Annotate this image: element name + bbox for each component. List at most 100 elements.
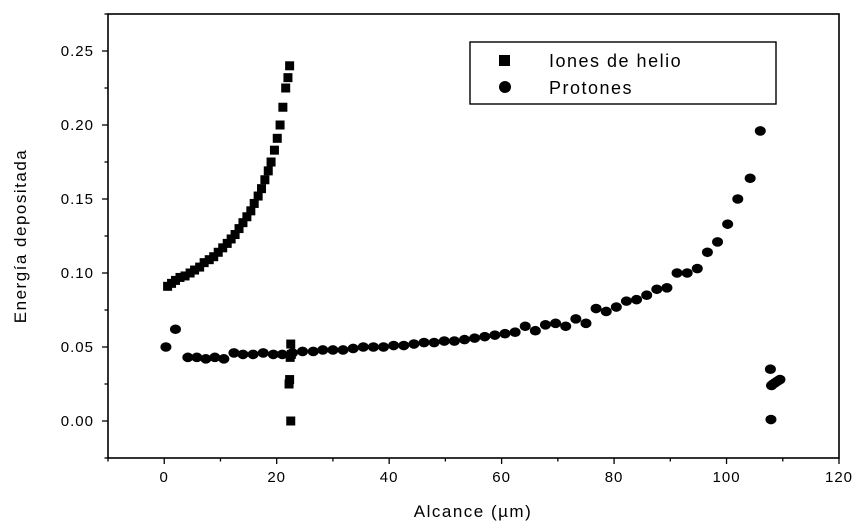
- data-point-helio: [285, 61, 295, 71]
- series-protones: [160, 126, 786, 425]
- data-point-helio: [260, 175, 270, 185]
- data-point-protones: [631, 294, 643, 305]
- x-tick-label: 100: [713, 469, 741, 486]
- x-tick-label: 20: [267, 469, 286, 486]
- data-point-protones: [408, 339, 420, 349]
- data-point-protones: [620, 296, 632, 306]
- data-point-helio: [284, 379, 294, 389]
- data-point-helio: [286, 416, 296, 426]
- data-point-protones: [661, 283, 673, 293]
- data-point-helio: [283, 73, 293, 83]
- data-point-protones: [317, 345, 329, 355]
- data-point-protones: [774, 374, 786, 385]
- data-point-protones: [550, 318, 562, 329]
- data-point-protones: [169, 324, 181, 335]
- data-point-helio: [275, 120, 285, 130]
- data-point-protones: [469, 333, 481, 343]
- data-point-protones: [191, 352, 203, 363]
- data-point-protones: [218, 354, 230, 364]
- y-axis-title: Energía depositada: [11, 149, 30, 323]
- data-point-protones: [722, 219, 734, 229]
- data-point-protones: [367, 342, 379, 352]
- data-point-protones: [681, 268, 693, 278]
- legend-marker-square: [499, 55, 510, 66]
- data-point-protones: [228, 348, 240, 358]
- data-point-protones: [237, 349, 249, 360]
- data-point-protones: [286, 348, 298, 358]
- data-point-protones: [267, 349, 279, 360]
- data-point-helio: [180, 271, 190, 281]
- data-point-helio: [234, 224, 244, 234]
- data-point-helio: [253, 191, 263, 201]
- data-point-protones: [209, 352, 221, 363]
- data-point-helio: [199, 258, 209, 268]
- y-axis: 0.00 0.05 0.10 0.15 0.20 0.25: [61, 13, 108, 459]
- data-point-protones: [182, 352, 194, 363]
- data-point-protones: [691, 263, 703, 274]
- data-point-protones: [754, 126, 766, 136]
- data-point-protones: [519, 321, 531, 332]
- data-point-helio: [266, 157, 276, 167]
- x-axis: 0 20 40 60 80 100 120: [107, 458, 853, 486]
- legend-label-protones: Protones: [549, 78, 633, 98]
- data-point-protones: [200, 354, 212, 364]
- x-tick-label: 40: [380, 469, 399, 486]
- data-point-protones: [448, 336, 460, 346]
- data-point-protones: [671, 268, 683, 278]
- data-point-protones: [388, 340, 400, 351]
- x-tick-label: 60: [492, 469, 511, 486]
- data-point-protones: [590, 303, 602, 314]
- data-point-protones: [276, 349, 288, 360]
- data-point-protones: [357, 342, 369, 352]
- data-point-helio: [246, 206, 256, 216]
- data-point-helio: [238, 218, 248, 228]
- data-point-protones: [160, 342, 172, 352]
- legend: Iones de helio Protones: [469, 41, 777, 105]
- data-point-protones: [600, 306, 612, 317]
- data-point-protones: [398, 340, 410, 351]
- data-point-protones: [438, 336, 450, 346]
- data-point-protones: [347, 343, 359, 354]
- y-tick-label: 0.10: [61, 265, 94, 282]
- data-point-protones: [610, 302, 622, 312]
- data-point-protones: [570, 314, 582, 324]
- data-point-protones: [580, 318, 592, 329]
- x-tick-label: 80: [605, 469, 624, 486]
- data-point-helio: [281, 83, 291, 93]
- data-point-helio: [285, 352, 295, 362]
- series-iones-de-helio: [163, 61, 296, 426]
- data-point-helio: [269, 145, 279, 155]
- data-point-protones: [459, 334, 471, 345]
- data-point-protones: [499, 328, 511, 339]
- data-point-protones: [307, 346, 319, 357]
- data-point-protones: [539, 320, 551, 330]
- data-point-protones: [712, 237, 724, 247]
- data-point-protones: [378, 342, 390, 352]
- data-point-protones: [744, 173, 756, 184]
- legend-marker-circle: [499, 81, 511, 93]
- data-point-protones: [479, 331, 491, 342]
- y-tick-label: 0.00: [61, 413, 94, 430]
- data-point-protones: [765, 414, 777, 425]
- legend-box: [469, 41, 777, 105]
- data-point-protones: [560, 321, 572, 332]
- y-tick-label: 0.20: [61, 117, 94, 134]
- y-tick-label: 0.15: [61, 191, 94, 208]
- data-point-helio: [230, 230, 240, 240]
- data-point-helio: [286, 339, 296, 349]
- data-point-protones: [418, 337, 430, 348]
- data-point-helio: [272, 133, 282, 143]
- data-point-protones: [701, 247, 713, 258]
- data-point-protones: [337, 345, 349, 355]
- x-tick-label: 120: [825, 469, 853, 486]
- data-point-helio: [242, 212, 252, 222]
- data-point-protones: [764, 364, 776, 375]
- data-point-helio: [175, 272, 185, 282]
- y-tick-label: 0.25: [61, 43, 94, 60]
- data-point-protones: [641, 290, 653, 301]
- y-tick-label: 0.05: [61, 339, 94, 356]
- data-point-protones: [297, 346, 309, 357]
- data-point-helio: [257, 184, 267, 194]
- data-point-protones: [732, 194, 744, 204]
